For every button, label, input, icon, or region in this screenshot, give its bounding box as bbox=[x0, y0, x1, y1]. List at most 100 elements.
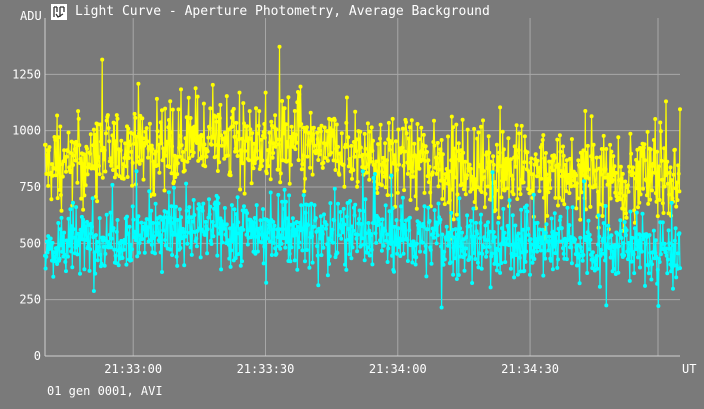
data-point bbox=[203, 232, 208, 237]
data-point bbox=[660, 220, 665, 225]
data-point bbox=[643, 158, 647, 163]
data-point bbox=[616, 270, 621, 275]
data-point bbox=[145, 139, 150, 144]
data-point bbox=[641, 145, 646, 150]
data-point bbox=[140, 116, 145, 121]
data-point bbox=[166, 118, 171, 122]
data-point bbox=[523, 259, 528, 264]
data-point bbox=[535, 174, 539, 179]
data-point bbox=[98, 139, 103, 144]
data-point bbox=[539, 176, 544, 181]
data-point bbox=[518, 192, 523, 197]
data-point bbox=[212, 206, 217, 211]
data-point bbox=[233, 256, 238, 261]
data-point bbox=[418, 249, 422, 254]
data-point bbox=[449, 210, 454, 215]
data-point bbox=[317, 152, 322, 157]
data-point bbox=[64, 154, 69, 159]
data-point bbox=[194, 236, 199, 241]
data-point bbox=[384, 167, 389, 172]
data-point bbox=[271, 151, 276, 155]
data-point bbox=[397, 245, 401, 249]
data-point bbox=[625, 183, 630, 188]
data-point bbox=[441, 185, 446, 190]
data-point bbox=[62, 158, 67, 163]
data-point bbox=[189, 215, 194, 220]
data-point bbox=[195, 94, 200, 99]
data-point bbox=[607, 176, 612, 181]
data-point bbox=[519, 239, 524, 244]
data-point bbox=[576, 158, 581, 163]
data-point bbox=[395, 190, 400, 195]
data-point bbox=[655, 214, 660, 219]
data-point bbox=[419, 125, 424, 130]
data-point bbox=[439, 305, 444, 310]
data-point bbox=[639, 249, 644, 254]
data-point bbox=[374, 159, 379, 164]
data-point bbox=[86, 162, 91, 167]
data-point bbox=[667, 192, 672, 197]
data-point bbox=[675, 198, 680, 203]
data-point bbox=[123, 152, 128, 157]
data-point bbox=[71, 153, 76, 158]
data-point bbox=[191, 198, 196, 202]
data-point bbox=[360, 169, 365, 174]
data-point bbox=[322, 125, 327, 130]
data-point bbox=[208, 204, 213, 209]
data-point bbox=[433, 227, 438, 232]
data-point bbox=[158, 250, 163, 255]
data-point bbox=[352, 213, 357, 218]
data-point bbox=[238, 187, 243, 192]
data-point bbox=[93, 233, 98, 238]
data-point bbox=[674, 180, 679, 185]
data-point bbox=[558, 149, 563, 154]
data-point bbox=[44, 153, 49, 158]
data-point bbox=[452, 146, 457, 151]
data-point bbox=[653, 238, 658, 243]
data-point bbox=[149, 242, 154, 247]
data-point bbox=[144, 217, 149, 222]
data-point bbox=[633, 236, 638, 241]
data-point bbox=[75, 252, 80, 257]
data-point bbox=[396, 226, 401, 231]
data-point bbox=[512, 275, 517, 280]
data-point bbox=[486, 134, 491, 139]
data-point bbox=[306, 131, 311, 135]
data-point bbox=[662, 146, 667, 151]
data-point bbox=[173, 204, 178, 209]
data-point bbox=[454, 122, 459, 127]
data-point bbox=[649, 277, 654, 282]
data-point bbox=[102, 263, 107, 268]
light-curve-app-icon[interactable] bbox=[51, 4, 67, 20]
data-point bbox=[635, 242, 640, 247]
data-point bbox=[447, 230, 452, 235]
data-point bbox=[229, 248, 234, 253]
data-point bbox=[247, 158, 251, 163]
data-point bbox=[184, 181, 189, 186]
data-point bbox=[323, 155, 328, 160]
data-point bbox=[465, 173, 470, 178]
data-point bbox=[62, 148, 67, 153]
data-point bbox=[324, 226, 328, 231]
data-point bbox=[511, 192, 516, 197]
data-point bbox=[132, 235, 136, 240]
data-point bbox=[461, 150, 466, 155]
data-point bbox=[646, 263, 651, 268]
data-point bbox=[147, 121, 152, 126]
data-point bbox=[272, 223, 277, 228]
data-point bbox=[544, 222, 549, 227]
data-point bbox=[389, 173, 394, 178]
data-point bbox=[460, 117, 465, 122]
data-point bbox=[262, 122, 267, 126]
data-point bbox=[528, 160, 533, 165]
data-point bbox=[175, 161, 180, 166]
data-point bbox=[550, 168, 555, 173]
data-point bbox=[476, 130, 481, 135]
data-point bbox=[558, 214, 563, 219]
data-point bbox=[280, 227, 285, 232]
data-point bbox=[624, 228, 629, 233]
data-point bbox=[219, 133, 224, 138]
data-point bbox=[299, 167, 304, 172]
data-point bbox=[351, 168, 356, 173]
y-tick-label: 500 bbox=[19, 236, 41, 250]
